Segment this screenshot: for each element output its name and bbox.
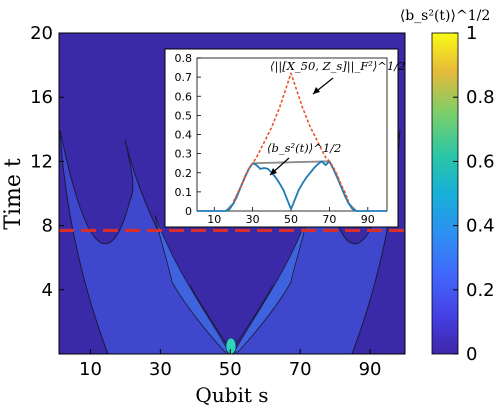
colorbar-label: ⟨b_s²(t)⟩^1/2 xyxy=(400,8,491,24)
lightcone-center xyxy=(225,337,237,354)
lightcone-inner-left xyxy=(189,284,231,351)
heatmap-frame xyxy=(58,32,406,355)
inset-y-tick-label: 0.3 xyxy=(175,148,193,161)
colorbar: 0 0.2 0.4 0.6 0.8 1 ⟨b_s²(t)⟩^1/2 xyxy=(400,8,495,365)
heatmap-y-tick-label: 8 xyxy=(42,216,53,237)
heatmap-x-tick-label: 30 xyxy=(149,359,172,380)
heatmap-x-tick-label: 10 xyxy=(79,359,102,380)
colorbar-tick-label: 0 xyxy=(466,344,477,365)
inset-y-tick-label: 0.2 xyxy=(175,167,193,180)
inset-line-chart: 10 30 50 70 90 0 0.1 0.2 0.3 0.4 0.5 0.6 0.7 0.8 ⟨||… xyxy=(164,48,405,228)
inset-y-tick-label: 0 xyxy=(185,205,192,218)
lightcone-mid-right xyxy=(233,214,309,353)
inset-x-tick-label: 30 xyxy=(246,213,260,226)
heatmap-x-ticks: 10 30 50 70 90 xyxy=(79,349,382,380)
heatmap-y-ticks: 4 8 12 16 20 xyxy=(30,23,64,301)
colorbar-gradient xyxy=(431,32,459,355)
colorbar-tick-label: 0.6 xyxy=(466,151,495,172)
heatmap-x-tick-label: 70 xyxy=(289,359,312,380)
inset-y-tick-label: 0.8 xyxy=(175,52,193,65)
colorbar-tick-label: 0.2 xyxy=(466,280,495,301)
inset-x-tick-label: 10 xyxy=(207,213,221,226)
inset-y-tick-label: 0.5 xyxy=(175,109,193,122)
inset-x-ticks: 10 30 50 70 90 xyxy=(207,207,375,226)
heatmap-y-tick-label: 12 xyxy=(30,151,53,172)
colorbar-ticks: 0 0.2 0.4 0.6 0.8 1 xyxy=(453,23,495,365)
colorbar-tick-label: 1 xyxy=(466,23,477,44)
inset-y-tick-label: 0.6 xyxy=(175,90,193,103)
inset-y-tick-label: 0.1 xyxy=(175,186,193,199)
inset-y-tick-label: 0.7 xyxy=(175,71,193,84)
inset-x-tick-label: 50 xyxy=(284,213,298,226)
heatmap-x-tick-label: 50 xyxy=(219,359,242,380)
inset-annotation-bs: ⟨b_s²(t)⟩^1/2 xyxy=(267,141,341,155)
heatmap-x-label: Qubit s xyxy=(195,383,268,407)
inset-series xyxy=(197,72,387,212)
inset-annotation-commutator: ⟨||[X_50, Z_s]||_F²⟩^1/2 xyxy=(270,59,405,74)
heatmap-y-tick-label: 16 xyxy=(30,87,53,108)
inset-x-tick-label: 70 xyxy=(322,213,336,226)
inset-arrowhead-bs xyxy=(270,168,277,175)
colorbar-tick-label: 0.8 xyxy=(466,87,495,108)
heatmap-y-label: Time t xyxy=(1,158,26,230)
heatmap-y-tick-label: 4 xyxy=(42,280,53,301)
inset-background xyxy=(164,48,399,228)
inset-arrowhead-commutator xyxy=(313,87,320,94)
inset-y-ticks: 0 0.1 0.2 0.3 0.4 0.5 0.6 0.7 0.8 xyxy=(175,52,201,218)
inset-series-line-1 xyxy=(232,72,350,202)
lightcone-inner-right xyxy=(232,284,274,351)
heatmap-x-tick-label: 90 xyxy=(359,359,382,380)
heatmap-y-tick-label: 20 xyxy=(30,23,53,44)
lightcone-mid-left xyxy=(154,214,230,353)
inset-y-tick-label: 0.4 xyxy=(175,129,193,142)
inset-x-tick-label: 90 xyxy=(361,213,375,226)
colorbar-tick-label: 0.4 xyxy=(466,216,495,237)
